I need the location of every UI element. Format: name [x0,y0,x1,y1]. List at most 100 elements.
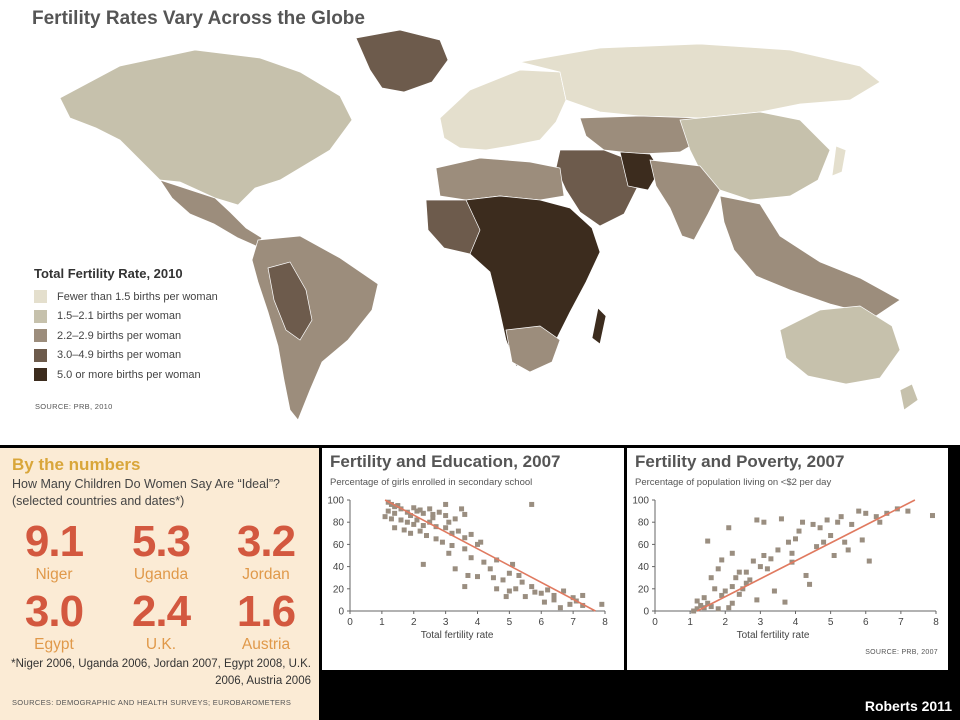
data-point [522,594,528,600]
data-point [740,586,746,592]
data-point [859,537,865,543]
data-point [385,508,391,514]
map-legend: Total Fertility Rate, 2010 Fewer than 1.… [34,266,254,385]
data-point [494,557,500,563]
data-point [764,566,770,572]
x-tick-label: 2 [722,617,728,628]
map-region-madagascar [591,307,607,345]
map-region-central-asia [579,115,705,155]
data-point [807,581,813,587]
map-source: SOURCE: PRB, 2010 [35,402,113,411]
data-point [427,506,433,512]
data-point [420,523,426,529]
numbers-subtitle: How Many Children Do Women Say Are “Idea… [12,477,280,508]
data-point [468,555,474,561]
data-point [599,601,605,607]
trend-line [384,499,596,612]
y-tick-label: 40 [333,562,345,573]
map-region-west-africa [425,199,481,255]
data-point [452,516,458,522]
data-point [793,536,798,542]
data-point [478,539,484,545]
y-tick-label: 20 [333,584,345,595]
legend-swatch [34,309,47,323]
x-tick-label: 4 [475,617,481,628]
data-point [529,501,535,507]
data-point [754,597,760,603]
data-point [715,606,721,612]
data-point [856,508,862,514]
legend-label: 1.5–2.1 births per woman [57,310,182,323]
data-point [452,566,458,572]
data-point [863,510,869,516]
data-point [443,525,449,531]
data-point [736,569,742,575]
stat-country: Niger [35,566,73,583]
data-point [446,519,452,525]
data-point [414,508,420,514]
data-point [392,504,398,510]
data-point [761,553,767,558]
map-region-north-africa [435,157,565,201]
data-point [800,519,806,525]
data-point [729,584,735,590]
data-point [436,509,442,515]
x-tick-label: 1 [687,617,693,628]
data-point [877,519,883,525]
data-point [408,530,414,536]
legend-item: Fewer than 1.5 births per woman [34,287,254,307]
x-tick-label: 6 [863,617,869,628]
data-point [424,533,429,539]
data-point [392,510,398,516]
data-point [475,541,480,547]
stat-uganda: 5.3 Uganda [111,520,211,584]
legend-item: 5.0 or more births per woman [34,365,254,385]
data-point [449,530,455,536]
x-tick-label: 6 [538,617,544,628]
stat-value: 9.1 [24,517,84,566]
legend-swatch [34,290,47,304]
data-point [459,506,465,512]
poverty-chart-panel: Fertility and Poverty, 2007 Percentage o… [627,448,948,670]
data-point [824,517,830,523]
data-point [835,519,841,525]
data-point [420,510,426,516]
data-point [455,528,461,534]
x-tick-label: 8 [602,617,608,628]
map-region-russia [519,43,881,119]
data-point [490,575,496,581]
data-point [580,592,586,598]
data-point [411,505,417,511]
data-point [701,595,707,601]
data-point [561,588,567,594]
legend-title: Total Fertility Rate, 2010 [34,266,183,281]
data-point [733,575,739,581]
data-point [694,606,700,612]
data-point [513,586,519,592]
x-tick-label: 7 [898,617,904,628]
data-point [541,599,547,605]
data-point [551,592,557,598]
data-point [538,590,544,596]
stat-jordan: 3.2 Jordan [216,520,316,584]
data-point [462,584,468,590]
data-point [905,508,911,514]
map-region-east-asia [679,111,831,201]
stat-niger: 9.1 Niger [4,520,104,584]
data-point [420,561,426,567]
map-region-japan [831,145,847,177]
map-title: Fertility Rates Vary Across the Globe [32,8,365,29]
chart-title: Fertility and Poverty, 2007 [635,452,845,471]
data-point [708,575,714,581]
data-point [849,521,855,527]
data-point [462,546,468,552]
credit-label: Roberts 2011 [864,698,952,714]
stat-value: 3.2 [236,517,296,566]
data-point [747,577,753,583]
data-point [803,572,809,578]
map-region-australia [779,305,901,385]
data-point [580,602,586,608]
x-tick-label: 1 [379,617,385,628]
data-point [446,550,452,556]
